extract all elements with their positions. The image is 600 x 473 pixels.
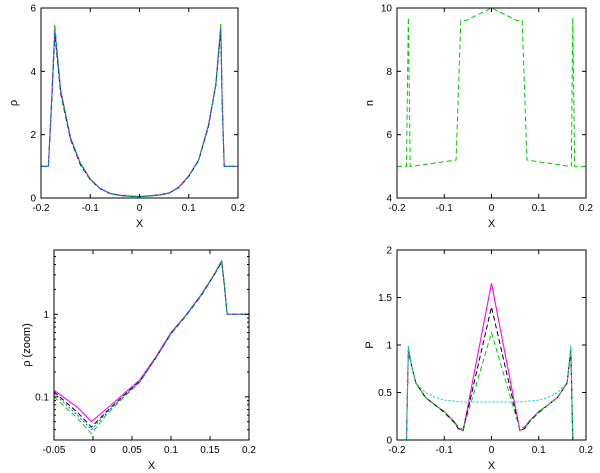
y-tick-label: 0 [386,436,392,447]
series-line-3 [41,23,238,198]
y-tick-label: 4 [30,67,36,78]
y-tick-label: 0 [30,194,36,205]
series-line-4 [41,28,238,198]
series-line-1 [41,26,238,197]
plot-frame [396,249,587,441]
plot-frame [396,7,587,199]
x-tick-label: -0.1 [436,203,454,214]
chart-rho: -0.2 -0.1 0 0.1 0.2 0 2 4 6 Xρ [8,4,245,231]
x-tick-label: -0.05 [43,445,66,456]
x-tick-label: -0.1 [436,445,454,456]
y-tick-label: 0.1 [35,392,49,403]
series-line-1 [405,283,574,440]
chart-P: -0.2 -0.1 0 0.1 0.2 0 0.5 1 1.5 2 X P [364,246,593,473]
x-tick-label: 0.1 [164,445,178,456]
y-tick-label: 6 [30,4,36,15]
y-tick-label: 2 [30,130,36,141]
x-tick-label: 0 [489,203,495,214]
y-tick-label: 1.5 [378,293,392,304]
x-tick-label: 0.2 [579,445,593,456]
x-axis-label: X [488,218,496,230]
x-tick-label: 0.05 [122,445,142,456]
series-line-2 [41,30,238,198]
plot-frame [53,249,250,441]
series-line-1 [397,8,586,167]
x-tick-label: 0.1 [532,203,546,214]
chart-n: -0.2 -0.1 0 0.1 0.2 4 6 8 10 Xn [364,4,593,231]
x-tick-label: -0.2 [388,445,406,456]
series-line-2 [54,260,249,428]
y-axis-label: ρ (zoom) [21,323,33,367]
y-axis-label: P [364,341,376,348]
y-tick-label: 10 [381,4,393,15]
x-tick-label: 0.15 [200,445,220,456]
y-tick-label: 1 [43,310,49,321]
y-tick-label: 2 [386,246,392,257]
y-tick-label: 1 [386,341,392,352]
y-tick-label: 6 [386,130,392,141]
plot-frame [40,7,239,199]
y-axis-label: ρ [8,100,20,106]
x-tick-label: 0 [90,445,96,456]
y-tick-label: 4 [386,194,392,205]
x-tick-label: -0.2 [388,203,406,214]
x-axis-label: X [148,460,156,472]
series-line-3 [405,330,574,440]
y-tick-label: 0.5 [378,388,392,399]
chart-rho-zoom: -0.05 0 0.05 0.1 0.15 0.2 0.1 1 Xρ (zoom) [21,249,256,472]
x-axis-label: X [136,218,144,230]
x-tick-label: 0.2 [242,445,256,456]
x-axis-label: X [488,460,496,472]
x-tick-label: 0 [489,445,495,456]
x-tick-label: 0.1 [182,203,196,214]
series-line-4 [405,344,574,440]
x-tick-label: 0.2 [579,203,593,214]
series-line-3 [54,258,249,435]
x-tick-label: 0.2 [231,203,245,214]
x-tick-label: 0 [137,203,143,214]
series-line-4 [54,259,249,431]
y-tick-label: 8 [386,67,392,78]
y-axis-label: n [364,100,376,106]
series-line-2 [405,306,574,440]
series-line-1 [54,259,249,423]
x-tick-label: -0.1 [82,203,100,214]
x-tick-label: 0.1 [532,445,546,456]
x-tick-label: -0.2 [32,203,50,214]
